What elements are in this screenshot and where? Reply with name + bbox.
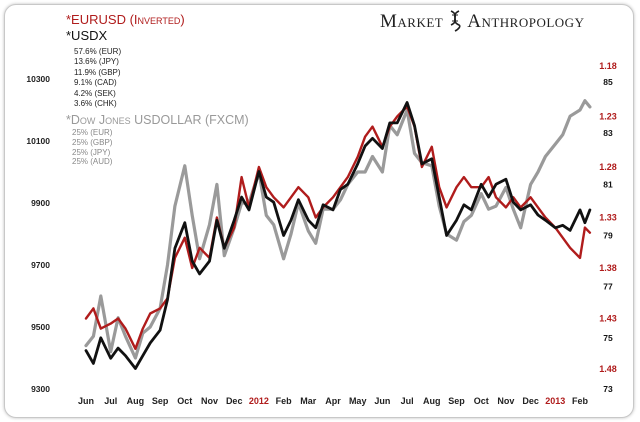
usdx-axis-tick: 79 [603,231,613,241]
x-axis-tick: 2012 [249,396,269,406]
usdx-weight-item: 4.2% (SEK) [74,88,116,98]
x-axis-tick: Sep [448,396,465,406]
usdx-axis-tick: 73 [603,384,613,394]
eurusd-line [84,105,592,350]
usdx-axis-tick: 81 [603,179,613,189]
x-axis-tick: Jun [374,396,390,406]
left-axis-tick: 9500 [31,322,50,332]
x-axis-tick: 2013 [545,396,565,406]
left-axis-tick: 9900 [31,198,50,208]
x-axis-tick: Dec [522,396,539,406]
x-axis-tick: Apr [325,396,341,406]
brand-logo: Market Anthropology [380,10,584,33]
usdx-axis-tick: 83 [603,128,613,138]
dj-weight-item: 25% (EUR) [72,128,113,137]
left-axis-tick: 9300 [31,384,50,394]
x-axis-tick: May [349,396,367,406]
dj-weight-item: 25% (AUD) [72,157,113,167]
usdx-weight-item: 13.6% (JPY) [74,57,119,67]
x-axis-tick: Aug [423,396,441,406]
x-axis-tick: Feb [276,396,293,406]
x-axis-tick: Feb [572,396,589,406]
usdx-weight-item: 57.6% (EUR) [74,47,122,56]
dna-helix-icon [450,10,461,32]
x-axis-tick: Nov [201,396,218,406]
x-axis-tick: Mar [300,396,317,406]
left-axis-tick: 9700 [31,260,50,270]
x-axis-tick: Jul [104,396,117,406]
x-axis-tick: Sep [152,396,169,406]
eurusd-axis-tick: 1.38 [599,263,617,273]
x-axis-tick: Oct [177,396,192,406]
brand-text-left: Market [380,11,444,32]
brand-text-right: Anthropology [467,11,585,32]
usdx-line [84,101,592,370]
legend-usdx: *USDX [66,28,108,43]
eurusd-axis-tick: 1.43 [599,314,617,324]
eurusd-axis-tick: 1.33 [599,213,617,223]
x-axis-tick: Oct [474,396,489,406]
usdx-axis-tick: 77 [603,282,613,292]
left-axis-tick: 10100 [26,136,50,146]
dj-weight-item: 25% (JPY) [72,147,111,157]
eurusd-axis-tick: 1.48 [599,364,617,374]
x-axis-tick: Dec [226,396,243,406]
usdx-axis-tick: 85 [603,77,613,87]
x-axis-tick: Nov [497,396,514,406]
x-axis-tick: Jun [78,396,94,406]
usdx-axis-tick: 75 [603,333,613,343]
eurusd-axis-tick: 1.23 [599,112,617,122]
dj-weight-item: 25% (GBP) [72,137,113,147]
left-axis-tick: 10300 [26,74,50,84]
eurusd-axis-tick: 1.28 [599,162,617,172]
x-axis-tick: Jul [401,396,414,406]
usdx-weight-item: 9.1% (CAD) [74,78,117,88]
usdx-weight-item: 3.6% (CHK) [74,99,117,108]
x-axis-tick: Aug [127,396,145,406]
legend-dj-usdollar: *Dow Jones USDOLLAR (FXCM) [66,113,249,127]
usdx-weight-item: 11.9% (GBP) [74,67,121,77]
eurusd-axis-tick: 1.18 [599,61,617,71]
legend-eurusd: *EURUSD (Inverted) [66,12,185,27]
